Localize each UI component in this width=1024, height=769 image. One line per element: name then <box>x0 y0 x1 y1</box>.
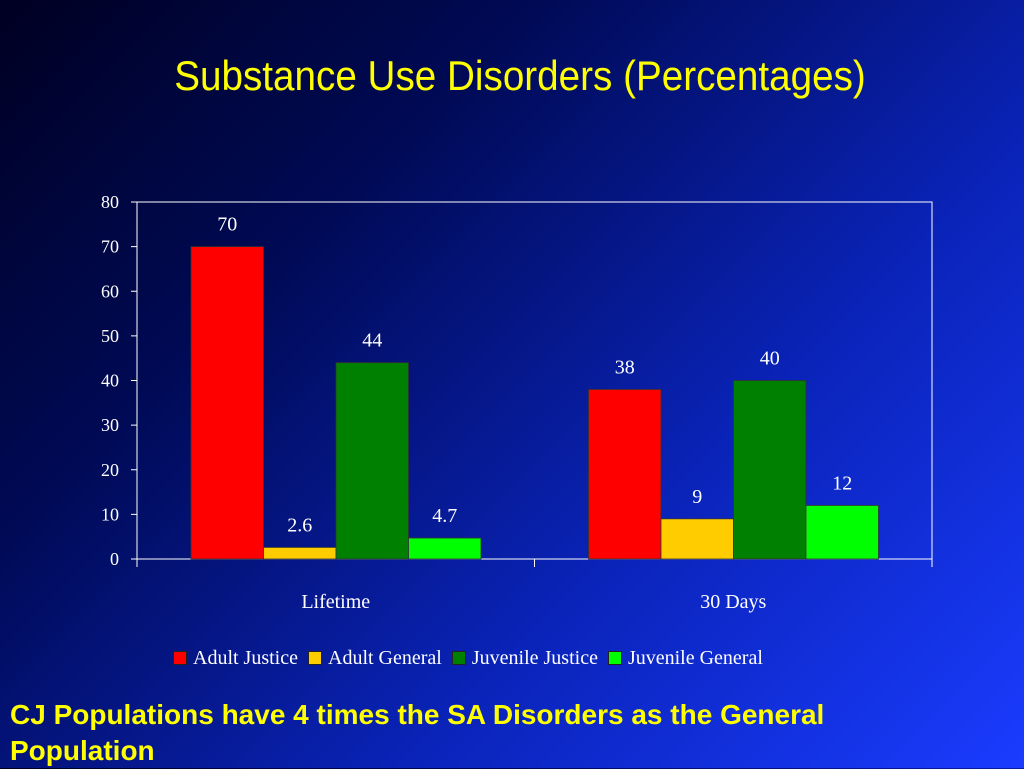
bar <box>733 380 807 560</box>
bar <box>190 246 264 560</box>
y-tick-label: 80 <box>101 192 119 212</box>
legend-item-juvenile-justice: Juvenile Justice <box>451 646 598 670</box>
slide-title: Substance Use Disorders (Percentages) <box>174 52 866 99</box>
x-category-label: 30 Days <box>700 591 766 613</box>
chart-legend: Adult Justice Adult General Juvenile Jus… <box>173 645 763 671</box>
y-tick-label: 40 <box>101 371 119 391</box>
legend-label-adult-general: Adult General <box>328 646 442 669</box>
bar <box>660 518 734 560</box>
legend-item-juvenile-general: Juvenile General <box>607 646 763 670</box>
data-label: 12 <box>832 472 852 494</box>
y-tick-label: 70 <box>101 237 119 257</box>
data-label: 4.7 <box>432 505 457 527</box>
bar <box>263 546 337 560</box>
legend-item-adult-justice: Adult Justice <box>173 647 298 670</box>
data-label: 44 <box>362 330 382 352</box>
y-tick-label: 50 <box>101 326 119 346</box>
legend-label-juvenile-general: Juvenile General <box>627 646 763 669</box>
bar-chart: 0 10 20 30 40 50 60 70 80 70 2.6 44 4.7 Lifetime 38 9 40… <box>101 192 879 613</box>
y-tick-label: 0 <box>110 549 119 569</box>
legend-swatch-adult-general <box>308 651 322 665</box>
y-tick-label: 30 <box>101 415 119 435</box>
data-label: 38 <box>615 356 635 378</box>
y-tick-label: 60 <box>101 281 119 301</box>
bar <box>805 505 879 560</box>
x-category-label: Lifetime <box>301 591 370 613</box>
bar <box>335 362 409 560</box>
data-label: 40 <box>760 348 780 370</box>
legend-label-juvenile-justice: Juvenile Justice <box>471 646 598 669</box>
legend-label-adult-justice: Adult Justice <box>193 646 298 669</box>
bar <box>408 537 482 560</box>
y-tick-label: 10 <box>101 504 119 524</box>
legend-swatch-juvenile-general <box>607 651 622 665</box>
legend-swatch-juvenile-justice <box>451 651 466 665</box>
y-tick-label: 20 <box>101 460 119 480</box>
legend-swatch-adult-justice <box>173 651 187 665</box>
data-label: 2.6 <box>287 514 312 536</box>
legend-item-adult-general: Adult General <box>308 647 442 670</box>
data-label: 9 <box>692 486 702 508</box>
bar <box>588 389 662 560</box>
data-label: 70 <box>217 214 237 236</box>
footer-caption: CJ Populations have 4 times the SA Disor… <box>10 699 825 766</box>
